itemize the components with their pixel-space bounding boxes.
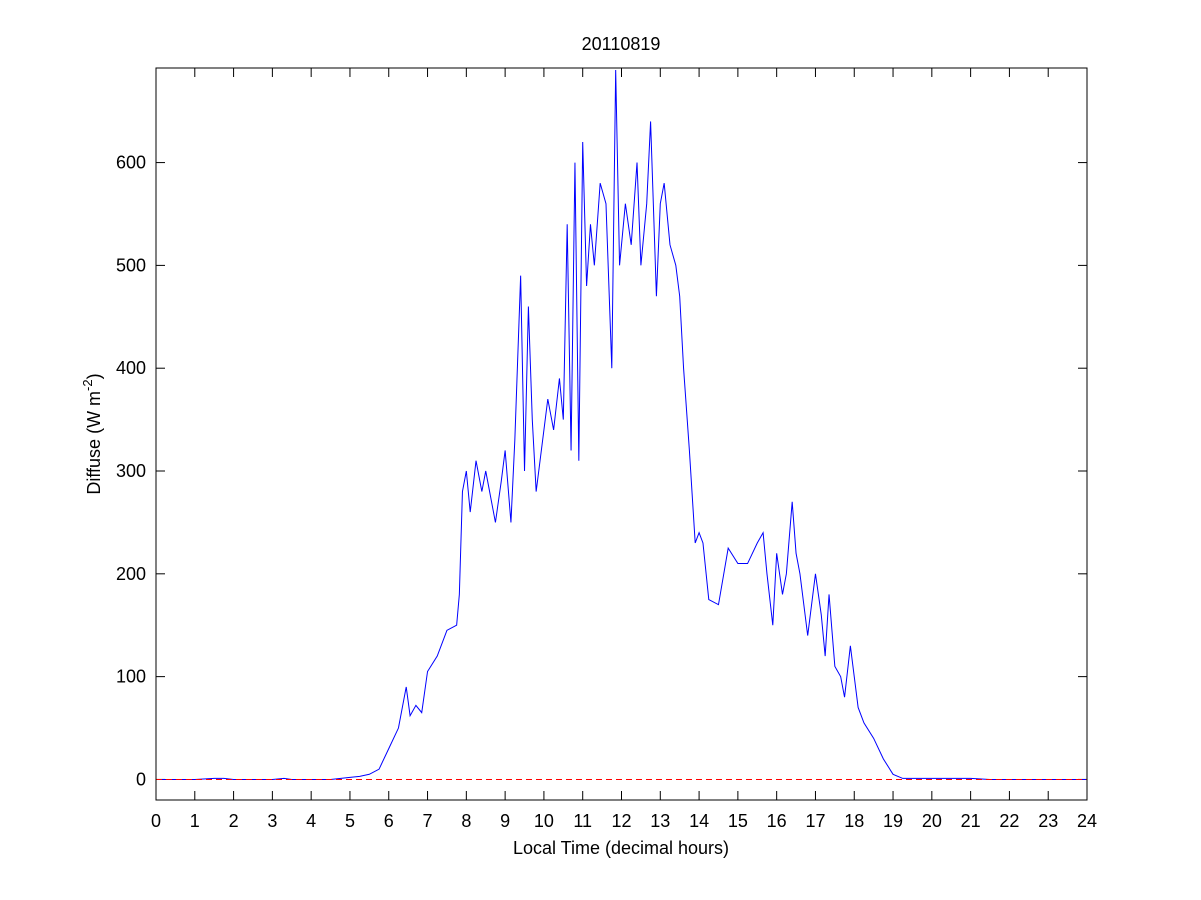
x-tick-label: 21 [961,811,981,831]
y-tick-label: 100 [116,667,146,687]
x-tick-label: 6 [384,811,394,831]
x-tick-label: 4 [306,811,316,831]
y-axis-label: Diffuse (W m-2) [80,373,104,494]
x-tick-label: 5 [345,811,355,831]
x-tick-label: 7 [423,811,433,831]
x-tick-label: 23 [1038,811,1058,831]
x-tick-label: 10 [534,811,554,831]
x-tick-label: 3 [267,811,277,831]
x-tick-label: 11 [573,811,592,831]
y-label-superscript: -2 [80,379,95,391]
plot-frame [155,67,1088,801]
x-tick-label: 12 [611,811,631,831]
x-tick-label: 17 [805,811,825,831]
x-tick-label: 20 [922,811,942,831]
y-tick-label: 300 [116,461,146,481]
x-tick-label: 8 [461,811,471,831]
x-tick-label: 18 [844,811,864,831]
x-tick-label: 22 [999,811,1019,831]
data-line [156,70,1087,780]
x-tick-label: 1 [190,811,200,831]
x-tick-label: 2 [229,811,239,831]
y-tick-label: 400 [116,358,146,378]
chart-title: 20110819 [582,34,661,54]
x-tick-label: 13 [650,811,670,831]
y-label-text: Diffuse (W m [84,391,104,495]
y-tick-label: 0 [136,769,146,789]
y-tick-label: 600 [116,153,146,173]
x-tick-label: 16 [767,811,787,831]
y-tick-label: 200 [116,564,146,584]
x-tick-label: 0 [151,811,161,831]
x-tick-label: 14 [689,811,709,831]
y-tick-label: 500 [116,255,146,275]
x-tick-label: 9 [500,811,510,831]
x-tick-label: 15 [728,811,748,831]
x-tick-label: 24 [1077,811,1097,831]
x-tick-label: 19 [883,811,903,831]
x-axis-label: Local Time (decimal hours) [513,838,729,858]
y-label-suffix: ) [84,373,104,379]
